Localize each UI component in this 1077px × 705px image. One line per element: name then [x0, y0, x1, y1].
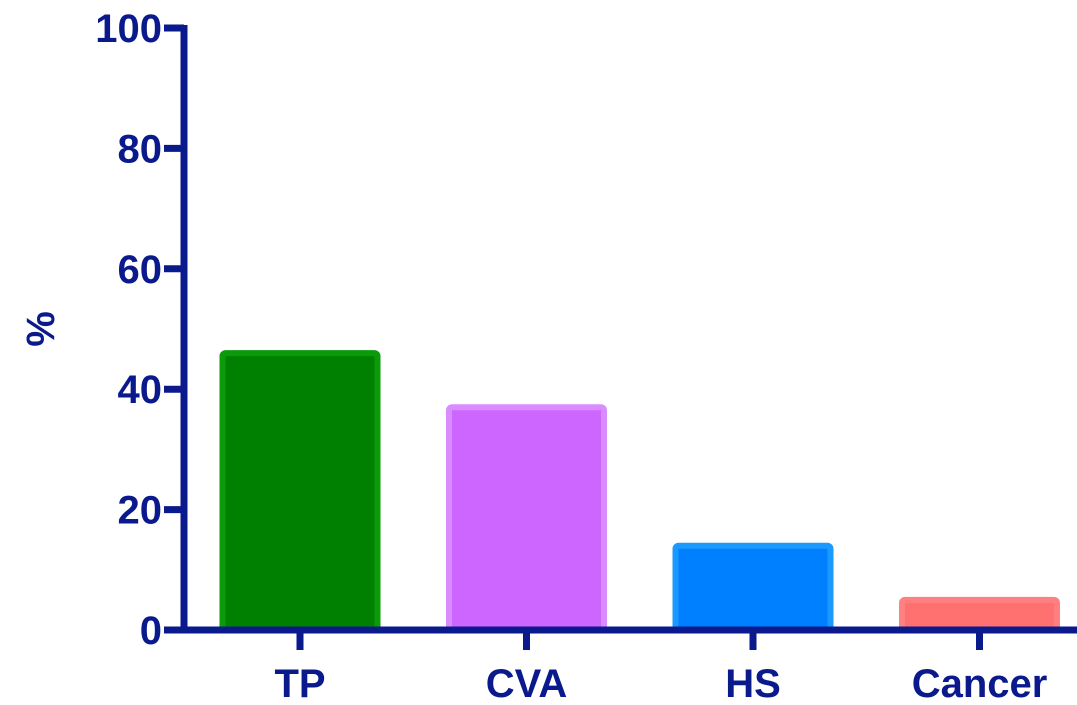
x-tick-label: TP — [274, 662, 325, 705]
y-tick-label: 0 — [140, 609, 162, 653]
bars-group — [219, 350, 1060, 634]
x-tick-label: Cancer — [912, 662, 1048, 705]
y-tick-label: 20 — [118, 489, 163, 533]
x-tick-label: CVA — [486, 662, 567, 705]
bar-cva — [446, 404, 607, 634]
bar-tp — [219, 350, 381, 633]
labels-group: TP CVA HS Cancer 0 20 40 60 80 100% — [19, 7, 1047, 705]
y-tick-label: 40 — [118, 368, 163, 412]
bar-cancer — [899, 596, 1060, 634]
y-tick-label: 60 — [118, 248, 163, 292]
y-tick-label: 100 — [95, 7, 162, 51]
x-tick-label: HS — [725, 662, 781, 705]
y-axis-title: % — [19, 311, 63, 347]
axes-group — [164, 24, 1077, 650]
bar-hs — [672, 542, 834, 633]
y-tick-label: 80 — [118, 127, 163, 171]
